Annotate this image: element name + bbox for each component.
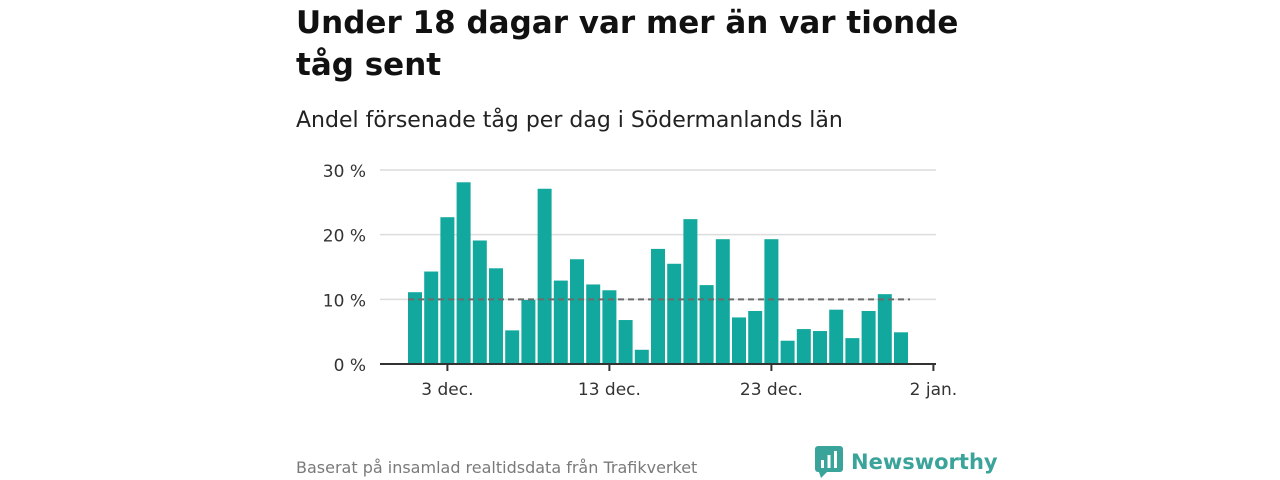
bar: [570, 259, 584, 364]
x-tick-label: 2 jan.: [910, 380, 958, 400]
bar: [894, 332, 908, 364]
x-axis: 3 dec. 13 dec. 23 dec. 2 jan.: [380, 363, 958, 400]
x-tick-label: 23 dec.: [740, 380, 803, 400]
bar: [634, 349, 649, 364]
bar: [796, 329, 811, 364]
bar: [553, 280, 568, 364]
brand-name: Newsworthy: [851, 450, 998, 474]
bar: [667, 263, 682, 364]
y-tick-label: 10 %: [323, 291, 366, 311]
bar: [861, 310, 876, 364]
bar: [748, 310, 763, 364]
bar: [651, 248, 665, 364]
bar: [440, 217, 455, 364]
bar: [424, 271, 439, 364]
x-tick-label: 3 dec.: [421, 380, 473, 400]
bar: [845, 338, 860, 364]
bar: [780, 340, 795, 364]
bar: [537, 188, 552, 364]
y-tick-label: 30 %: [323, 162, 366, 182]
bar: [829, 309, 844, 364]
bar-chart: 0 % 10 % 20 % 30 % 3 dec. 13 dec. 23 dec. 2 ja…: [323, 162, 958, 400]
bar: [715, 239, 730, 364]
y-axis-ticks: 0 % 10 % 20 % 30 %: [323, 162, 366, 376]
bar: [521, 299, 536, 364]
bar: [683, 219, 698, 364]
bars: [408, 182, 908, 364]
brand-logo: Newsworthy: [815, 446, 998, 478]
y-tick-label: 20 %: [323, 227, 366, 247]
chart-title: Under 18 dagar var mer än var tionde tåg…: [296, 5, 959, 83]
bar: [489, 268, 503, 364]
bar: [505, 330, 520, 364]
y-tick-label: 0 %: [334, 356, 366, 376]
bar: [732, 317, 746, 364]
bar: [408, 292, 422, 364]
bar: [586, 284, 601, 364]
bar: [472, 240, 487, 364]
bar: [877, 294, 892, 364]
bar: [764, 239, 779, 364]
newsworthy-logo-icon: [815, 446, 843, 478]
chart-subtitle: Andel försenade tåg per dag i Södermanla…: [296, 108, 843, 133]
bar: [602, 290, 617, 364]
x-tick-label: 13 dec.: [578, 380, 641, 400]
bar: [699, 285, 714, 364]
source-note: Baserat på insamlad realtidsdata från Tr…: [296, 458, 698, 477]
bar: [456, 182, 471, 364]
bar: [618, 320, 633, 364]
bar: [813, 331, 827, 364]
